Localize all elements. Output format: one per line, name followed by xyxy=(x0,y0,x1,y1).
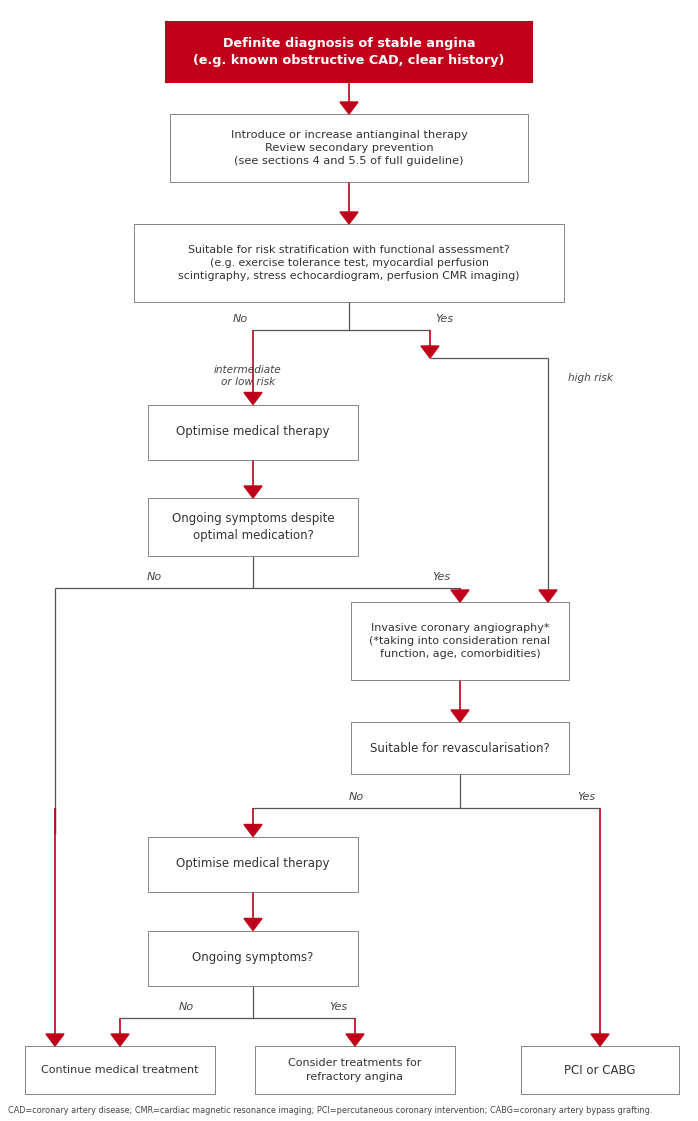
Bar xyxy=(170,114,528,182)
Polygon shape xyxy=(421,346,439,358)
Text: Yes: Yes xyxy=(329,1002,347,1012)
Bar xyxy=(351,602,569,680)
Text: Yes: Yes xyxy=(435,314,453,324)
Bar xyxy=(148,930,358,985)
Bar xyxy=(148,836,358,891)
Text: No: No xyxy=(179,1002,194,1012)
Text: Consider treatments for
refractory angina: Consider treatments for refractory angin… xyxy=(288,1058,422,1082)
Bar xyxy=(165,21,533,83)
Text: Yes: Yes xyxy=(577,793,595,802)
Text: Yes: Yes xyxy=(432,572,450,582)
Text: high risk: high risk xyxy=(568,373,613,383)
Bar xyxy=(521,1046,679,1094)
Polygon shape xyxy=(244,487,262,498)
Text: PCI or CABG: PCI or CABG xyxy=(564,1064,636,1076)
Polygon shape xyxy=(244,918,262,930)
Text: No: No xyxy=(233,314,248,324)
Polygon shape xyxy=(46,1034,64,1046)
Bar xyxy=(255,1046,455,1094)
Text: Suitable for revascularisation?: Suitable for revascularisation? xyxy=(370,741,550,754)
Polygon shape xyxy=(539,590,557,602)
Polygon shape xyxy=(244,392,262,405)
Polygon shape xyxy=(244,825,262,836)
Polygon shape xyxy=(591,1034,609,1046)
Text: intermediate
or low risk: intermediate or low risk xyxy=(214,365,282,387)
Bar xyxy=(148,498,358,556)
Text: Suitable for risk stratification with functional assessment?
(e.g. exercise tole: Suitable for risk stratification with fu… xyxy=(178,244,520,281)
Text: Invasive coronary angiography*
(*taking into consideration renal
function, age, : Invasive coronary angiography* (*taking … xyxy=(369,623,551,659)
Polygon shape xyxy=(111,1034,129,1046)
Text: Ongoing symptoms despite
optimal medication?: Ongoing symptoms despite optimal medicat… xyxy=(172,512,334,541)
Text: Definite diagnosis of stable angina
(e.g. known obstructive CAD, clear history): Definite diagnosis of stable angina (e.g… xyxy=(193,37,505,67)
Bar xyxy=(148,405,358,460)
Polygon shape xyxy=(451,590,469,602)
Text: CAD=coronary artery disease; CMR=cardiac magnetic resonance imaging; PCI=percuta: CAD=coronary artery disease; CMR=cardiac… xyxy=(8,1106,653,1115)
Text: No: No xyxy=(349,793,364,802)
Text: Optimise medical therapy: Optimise medical therapy xyxy=(177,426,329,438)
Polygon shape xyxy=(346,1034,364,1046)
Text: No: No xyxy=(147,572,161,582)
Bar xyxy=(351,722,569,773)
Bar xyxy=(134,224,564,302)
Polygon shape xyxy=(340,212,358,224)
Bar xyxy=(25,1046,215,1094)
Text: Ongoing symptoms?: Ongoing symptoms? xyxy=(193,952,313,964)
Text: Continue medical treatment: Continue medical treatment xyxy=(41,1065,199,1075)
Polygon shape xyxy=(340,102,358,114)
Text: Optimise medical therapy: Optimise medical therapy xyxy=(177,858,329,871)
Text: Introduce or increase antianginal therapy
Review secondary prevention
(see secti: Introduce or increase antianginal therap… xyxy=(230,130,468,166)
Polygon shape xyxy=(451,710,469,722)
